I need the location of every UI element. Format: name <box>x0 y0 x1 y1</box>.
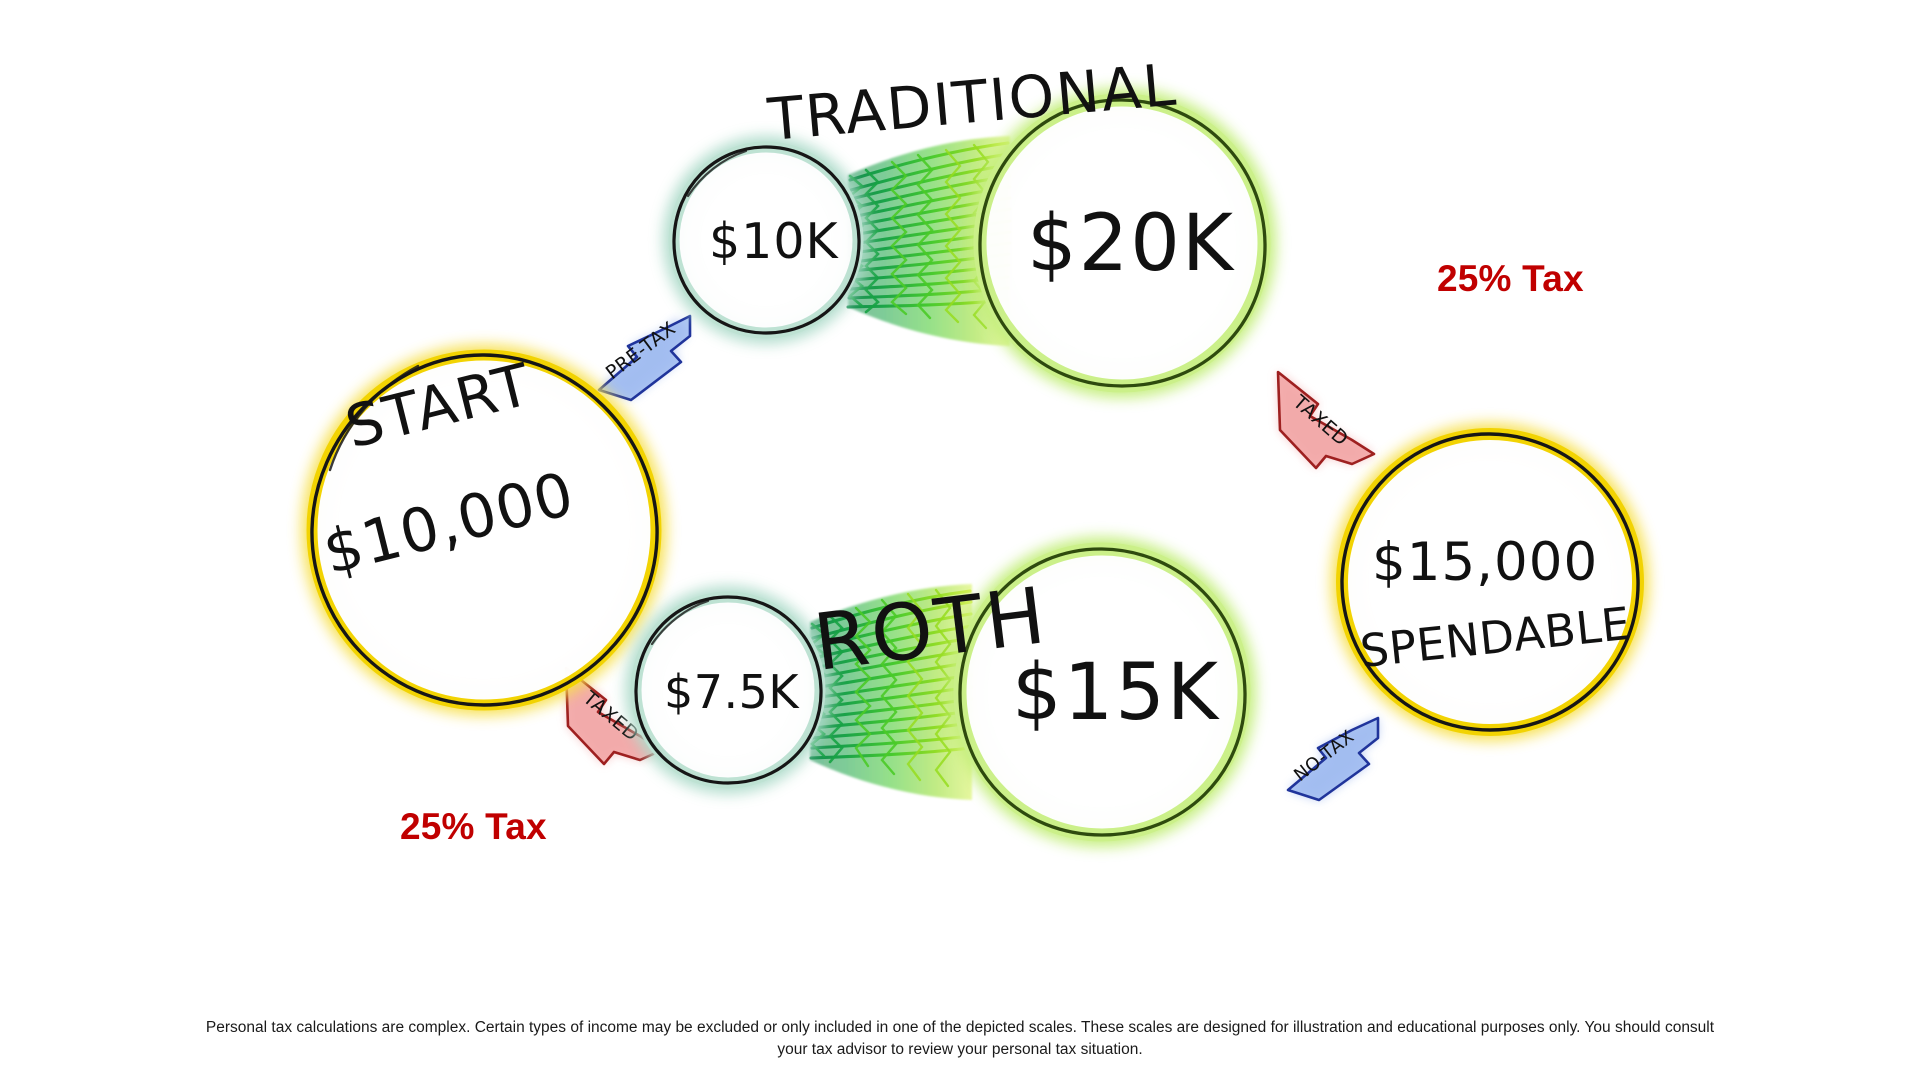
node-roth-grown: $15K <box>948 537 1256 847</box>
tax-label-traditional: 25% Tax <box>1437 258 1584 299</box>
node-traditional-grown-label: $20K <box>1027 199 1235 289</box>
node-roth-posttax: $7.5K <box>625 586 831 794</box>
node-start: START $10,000 <box>301 344 667 716</box>
footer-disclaimer: Personal tax calculations are complex. C… <box>205 1019 1715 1059</box>
arrow-taxed-withdrawal: TAXED <box>1276 370 1376 470</box>
node-roth-posttax-label: $7.5K <box>664 665 800 719</box>
node-spendable: $15,000 SPENDABLE <box>1331 423 1649 741</box>
arrow-pre-tax: PRE-TAX <box>597 314 692 402</box>
node-roth-grown-label: $15K <box>1012 648 1220 738</box>
arrow-no-tax: NO-TAX <box>1286 716 1380 802</box>
node-traditional-pretax-label: $10K <box>709 213 840 270</box>
node-traditional-pretax: $10K <box>663 136 869 344</box>
tax-label-roth: 25% Tax <box>400 806 547 847</box>
node-traditional-grown: $20K <box>968 88 1276 398</box>
node-spendable-label-line1: $15,000 <box>1372 532 1598 593</box>
